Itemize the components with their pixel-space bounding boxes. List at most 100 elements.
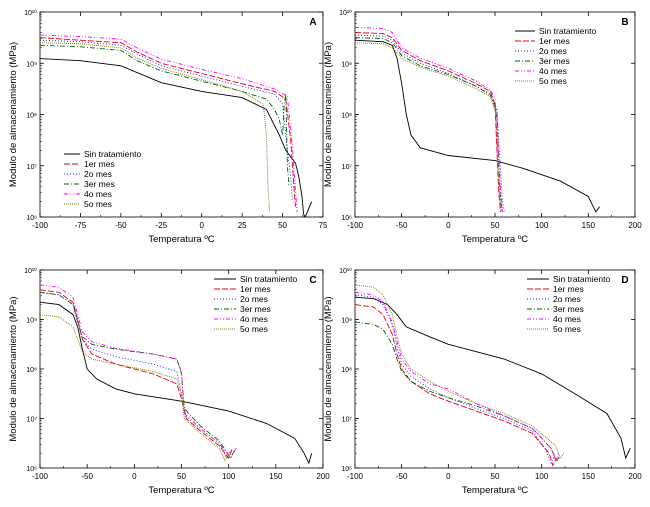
series-line-2 <box>354 304 558 467</box>
chart-panel-a: -100 -75 -50 -25 0 25 50 75 10⁶ 10⁷ 10⁸ 10⁹ 10¹⁰ Temp… <box>8 9 328 245</box>
series-line-6 <box>39 314 230 462</box>
series-line-5 <box>354 26 503 212</box>
plot-frame <box>354 11 636 218</box>
x-tick-label: 75 <box>319 221 328 230</box>
x-tick-label: 100 <box>535 472 549 481</box>
legend-entry: Sin tratamiento <box>84 149 141 159</box>
x-tick-label: -50 <box>115 221 127 230</box>
y-tick-label: 10⁷ <box>27 417 38 424</box>
series-line-1 <box>39 58 313 218</box>
legend-entry: 1er mes <box>84 159 115 169</box>
y-tick-label: 10¹⁰ <box>339 267 352 275</box>
legend-entry: 5o mes <box>553 324 581 334</box>
series-line-1 <box>354 296 631 460</box>
series-line-4 <box>39 291 235 459</box>
x-tick-label: 0 <box>132 472 137 481</box>
y-tick-label: 10¹⁰ <box>24 9 37 17</box>
legend-entry: 5o mes <box>84 199 112 209</box>
x-tick-label: -100 <box>347 221 364 230</box>
y-tick-label: 10⁹ <box>341 61 352 68</box>
x-tick-label: -50 <box>396 221 408 230</box>
x-tick-label: 200 <box>628 221 642 230</box>
legend-entry: 3er mes <box>553 304 584 314</box>
x-tick-label: 50 <box>177 472 186 481</box>
x-tick-label: -100 <box>32 221 49 230</box>
legend-entry: 1er mes <box>553 284 584 294</box>
series-line-3 <box>354 34 505 212</box>
x-tick-label: -50 <box>396 472 408 481</box>
y-tick-label: 10⁶ <box>26 215 37 222</box>
legend-entry: 5o mes <box>240 324 268 334</box>
series-line-3 <box>39 39 293 202</box>
y-tick-label: 10⁸ <box>341 367 352 374</box>
legend-entry: 1er mes <box>240 284 271 294</box>
series-line-6 <box>354 284 565 460</box>
panel-letter: A <box>309 17 316 28</box>
x-tick-label: 200 <box>628 472 642 481</box>
series-line-5 <box>354 291 559 462</box>
series-line-2 <box>39 289 233 460</box>
series-line-2 <box>39 37 296 207</box>
y-tick-label: 10⁸ <box>341 113 352 120</box>
legend-entry: 3er mes <box>84 179 115 189</box>
chart-panel-b: -100 -50 0 50 100 150 200 10⁶ 10⁷ 10⁸ 10⁹ 10¹⁰ Tempe… <box>323 9 642 245</box>
x-tick-label: 50 <box>491 472 500 481</box>
y-tick-label: 10¹⁰ <box>24 267 37 275</box>
legend-entry: 2o mes <box>553 294 581 304</box>
y-tick-label: 10⁶ <box>26 466 37 473</box>
series-line-4 <box>39 44 290 187</box>
x-tick-label: 25 <box>238 221 247 230</box>
legend-entry: 3er mes <box>240 304 271 314</box>
x-tick-label: 150 <box>582 472 596 481</box>
plot-frame <box>39 269 324 469</box>
series-line-2 <box>354 32 502 212</box>
x-tick-label: -100 <box>347 472 364 481</box>
legend-entry: Sin tratamiento <box>553 274 610 284</box>
series-line-3 <box>39 291 232 460</box>
x-tick-label: 100 <box>535 221 549 230</box>
panel-letter: C <box>309 275 316 286</box>
x-tick-label: -25 <box>156 221 168 230</box>
series-line-1 <box>39 301 313 465</box>
x-axis-label: Temperatura ºC <box>462 234 528 245</box>
y-axis-label: Modulo de almacenamiento (MPa) <box>323 42 334 187</box>
y-axis-label: Modulo de almacenamiento (MPa) <box>8 296 19 441</box>
series-line-4 <box>354 321 561 462</box>
legend-entry: 2o mes <box>539 46 567 56</box>
y-axis-label: Modulo de almacenamiento (MPa) <box>323 296 334 441</box>
legend-entry: 3er mes <box>539 56 570 66</box>
y-tick-label: 10⁷ <box>342 164 353 171</box>
legend-entry: 2o mes <box>84 169 112 179</box>
legend-entry: 1er mes <box>539 36 570 46</box>
y-tick-label: 10⁶ <box>341 215 352 222</box>
x-tick-label: 100 <box>222 472 236 481</box>
x-tick-label: 50 <box>278 221 287 230</box>
y-tick-label: 10¹⁰ <box>339 9 352 17</box>
y-tick-label: 10⁶ <box>341 466 352 473</box>
legend-entry: Sin tratamiento <box>539 26 596 36</box>
legend-entry: 4o mes <box>539 66 567 76</box>
x-tick-label: 0 <box>199 221 204 230</box>
x-tick-label: 0 <box>446 221 451 230</box>
x-tick-label: 50 <box>491 221 500 230</box>
panel-letter: D <box>621 275 628 286</box>
legend-entry: 4o mes <box>240 314 268 324</box>
legend-entry: 4o mes <box>553 314 581 324</box>
x-tick-label: 150 <box>269 472 283 481</box>
y-tick-label: 10⁸ <box>26 113 37 120</box>
y-tick-label: 10⁷ <box>27 164 38 171</box>
chart-panel-c: -100 -50 0 50 100 150 200 10⁶ 10⁷ 10⁸ 10⁹ 10¹⁰ Tempe… <box>8 267 330 496</box>
panel-letter: B <box>621 17 628 28</box>
legend-entry: 4o mes <box>84 189 112 199</box>
x-tick-label: 200 <box>316 472 330 481</box>
series-line-6 <box>354 42 502 212</box>
chart-panel-d: -100 -50 0 50 100 150 200 10⁶ 10⁷ 10⁸ 10⁹ 10¹⁰ Tempe… <box>323 267 642 496</box>
series-line-5 <box>39 284 237 459</box>
y-tick-label: 10⁹ <box>26 61 37 68</box>
x-tick-label: 150 <box>582 221 596 230</box>
series-line-5 <box>39 34 298 212</box>
